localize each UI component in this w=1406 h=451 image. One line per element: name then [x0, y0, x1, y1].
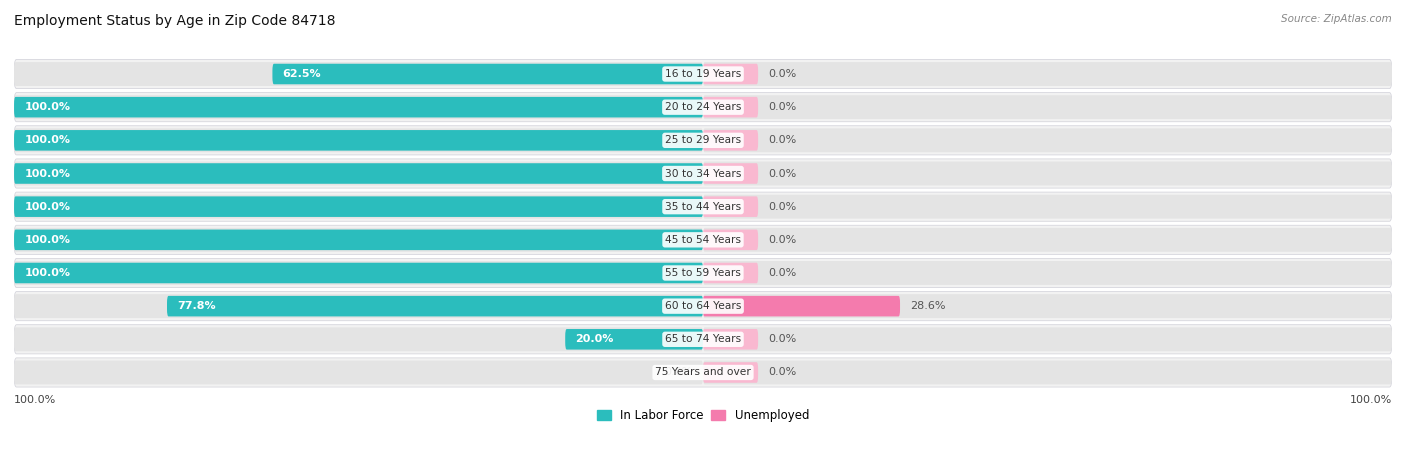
FancyBboxPatch shape [703, 362, 758, 383]
FancyBboxPatch shape [703, 62, 1392, 86]
FancyBboxPatch shape [703, 163, 758, 184]
FancyBboxPatch shape [14, 97, 703, 117]
Text: 20.0%: 20.0% [575, 334, 614, 344]
FancyBboxPatch shape [14, 262, 703, 283]
Text: Employment Status by Age in Zip Code 84718: Employment Status by Age in Zip Code 847… [14, 14, 336, 28]
Text: 100.0%: 100.0% [24, 202, 70, 212]
Text: 75 Years and over: 75 Years and over [655, 368, 751, 377]
Text: 0.0%: 0.0% [769, 202, 797, 212]
Text: 0.0%: 0.0% [769, 368, 797, 377]
FancyBboxPatch shape [703, 360, 1392, 384]
Text: 0.0%: 0.0% [769, 135, 797, 145]
FancyBboxPatch shape [703, 296, 900, 317]
FancyBboxPatch shape [14, 126, 1392, 155]
Text: 100.0%: 100.0% [14, 395, 56, 405]
Legend: In Labor Force, Unemployed: In Labor Force, Unemployed [592, 405, 814, 427]
FancyBboxPatch shape [14, 130, 703, 151]
Text: 35 to 44 Years: 35 to 44 Years [665, 202, 741, 212]
FancyBboxPatch shape [703, 261, 1392, 285]
Text: 100.0%: 100.0% [24, 235, 70, 245]
FancyBboxPatch shape [703, 129, 1392, 152]
FancyBboxPatch shape [703, 195, 1392, 219]
FancyBboxPatch shape [14, 230, 703, 250]
FancyBboxPatch shape [703, 130, 758, 151]
Text: 55 to 59 Years: 55 to 59 Years [665, 268, 741, 278]
FancyBboxPatch shape [565, 329, 703, 350]
FancyBboxPatch shape [14, 360, 703, 384]
FancyBboxPatch shape [703, 329, 758, 350]
FancyBboxPatch shape [14, 192, 1392, 221]
FancyBboxPatch shape [703, 97, 758, 117]
FancyBboxPatch shape [14, 261, 703, 285]
Text: 77.8%: 77.8% [177, 301, 217, 311]
Text: 100.0%: 100.0% [24, 169, 70, 179]
FancyBboxPatch shape [14, 161, 703, 185]
Text: 0.0%: 0.0% [769, 69, 797, 79]
FancyBboxPatch shape [14, 92, 1392, 122]
Text: 65 to 74 Years: 65 to 74 Years [665, 334, 741, 344]
FancyBboxPatch shape [14, 163, 703, 184]
FancyBboxPatch shape [14, 196, 703, 217]
FancyBboxPatch shape [703, 161, 1392, 185]
FancyBboxPatch shape [167, 296, 703, 317]
Text: 100.0%: 100.0% [24, 268, 70, 278]
Text: 100.0%: 100.0% [24, 102, 70, 112]
FancyBboxPatch shape [703, 262, 758, 283]
FancyBboxPatch shape [703, 230, 758, 250]
FancyBboxPatch shape [703, 294, 1392, 318]
FancyBboxPatch shape [14, 358, 1392, 387]
FancyBboxPatch shape [703, 64, 758, 84]
Text: 0.0%: 0.0% [665, 368, 693, 377]
FancyBboxPatch shape [703, 228, 1392, 252]
FancyBboxPatch shape [703, 196, 758, 217]
FancyBboxPatch shape [14, 327, 703, 351]
FancyBboxPatch shape [14, 325, 1392, 354]
Text: 0.0%: 0.0% [769, 169, 797, 179]
Text: 16 to 19 Years: 16 to 19 Years [665, 69, 741, 79]
FancyBboxPatch shape [14, 95, 703, 119]
Text: 0.0%: 0.0% [769, 334, 797, 344]
FancyBboxPatch shape [703, 95, 1392, 119]
FancyBboxPatch shape [14, 258, 1392, 288]
Text: 0.0%: 0.0% [769, 102, 797, 112]
Text: 30 to 34 Years: 30 to 34 Years [665, 169, 741, 179]
Text: 28.6%: 28.6% [910, 301, 946, 311]
FancyBboxPatch shape [703, 327, 1392, 351]
Text: 0.0%: 0.0% [769, 235, 797, 245]
FancyBboxPatch shape [14, 60, 1392, 88]
Text: 100.0%: 100.0% [24, 135, 70, 145]
Text: 20 to 24 Years: 20 to 24 Years [665, 102, 741, 112]
FancyBboxPatch shape [14, 195, 703, 219]
FancyBboxPatch shape [273, 64, 703, 84]
Text: 25 to 29 Years: 25 to 29 Years [665, 135, 741, 145]
Text: 0.0%: 0.0% [769, 268, 797, 278]
Text: 45 to 54 Years: 45 to 54 Years [665, 235, 741, 245]
FancyBboxPatch shape [14, 225, 1392, 254]
FancyBboxPatch shape [14, 62, 703, 86]
Text: 62.5%: 62.5% [283, 69, 322, 79]
FancyBboxPatch shape [14, 228, 703, 252]
Text: Source: ZipAtlas.com: Source: ZipAtlas.com [1281, 14, 1392, 23]
FancyBboxPatch shape [14, 294, 703, 318]
FancyBboxPatch shape [14, 129, 703, 152]
FancyBboxPatch shape [14, 159, 1392, 188]
Text: 100.0%: 100.0% [1350, 395, 1392, 405]
FancyBboxPatch shape [14, 291, 1392, 321]
Text: 60 to 64 Years: 60 to 64 Years [665, 301, 741, 311]
